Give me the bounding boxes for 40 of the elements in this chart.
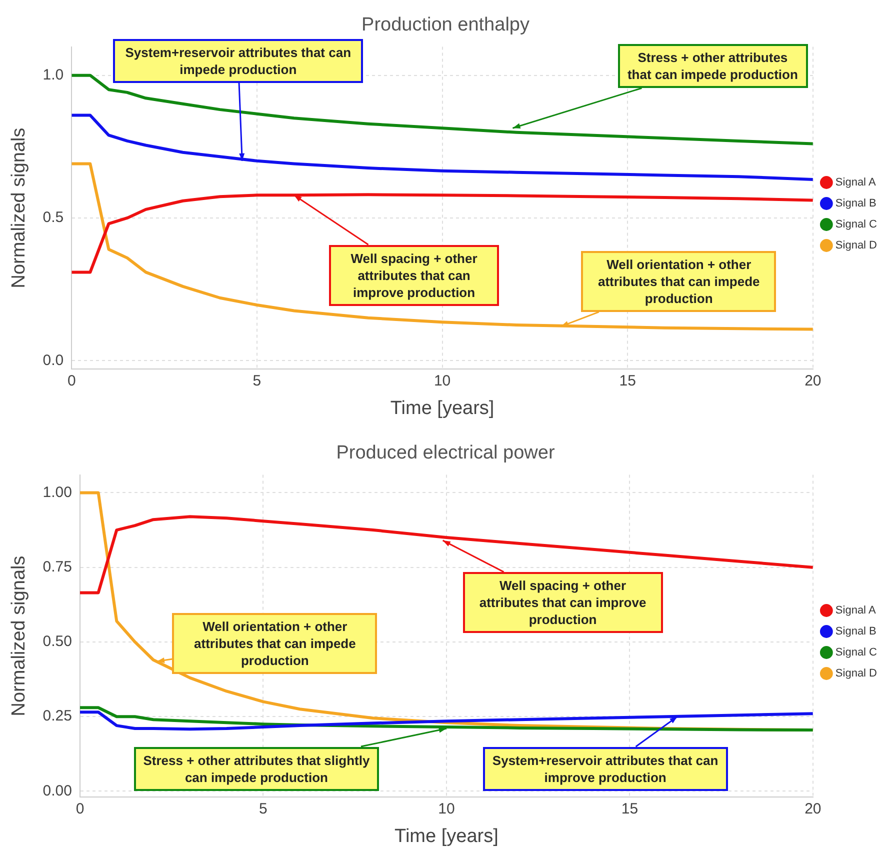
callout: Well orientation + other attributes that can impede production	[172, 612, 378, 674]
x-tick-label: 15	[619, 372, 636, 390]
callout: Stress + other attributes that can impede production	[618, 44, 808, 88]
callout: Well spacing + other attributes that can improve production	[329, 244, 500, 306]
x-tick-label: 20	[804, 372, 822, 390]
callout: System+reservoir attributes that can impede production	[113, 38, 364, 83]
x-tick-label: 5	[252, 372, 262, 390]
x-tick-label: 0	[67, 372, 76, 390]
y-tick-label: 0.25	[42, 708, 72, 725]
x-tick-label: 10	[438, 800, 455, 818]
y-axis-title: Normalized signals	[8, 556, 30, 716]
callout: Stress + other attributes that slightly can impede production	[134, 746, 379, 791]
y-tick-label: 1.00	[42, 484, 72, 501]
y-tick-label: 1.0	[42, 66, 64, 84]
x-tick-label: 10	[434, 372, 451, 390]
x-axis-title: Time [years]	[390, 398, 494, 419]
legend-label: Signal B	[835, 198, 876, 210]
callout: System+reservoir attributes that can improve production	[482, 746, 728, 791]
x-axis-title: Time [years]	[394, 826, 498, 847]
x-tick-label: 20	[804, 800, 822, 818]
legend-label: Signal D	[835, 668, 878, 680]
callout: Well orientation + other attributes that can impede production	[581, 250, 776, 312]
y-tick-label: 0.0	[42, 352, 64, 369]
x-tick-label: 0	[76, 800, 84, 818]
callout: Well spacing + other attributes that can improve production	[462, 572, 663, 633]
x-tick-label: 15	[621, 800, 638, 818]
legend-label: Signal A	[835, 176, 876, 189]
legend-label: Signal A	[835, 604, 876, 617]
y-tick-label: 0.00	[42, 782, 72, 800]
y-tick-label: 0.5	[42, 209, 64, 226]
legend-label: Signal B	[835, 626, 876, 638]
y-tick-label: 0.75	[42, 558, 72, 576]
legend-label: Signal C	[835, 218, 878, 231]
legend-label: Signal D	[835, 240, 878, 252]
y-axis-title: Normalized signals	[8, 128, 30, 288]
y-tick-label: 0.50	[42, 633, 72, 650]
chart-title: Production enthalpy	[362, 14, 530, 36]
x-tick-label: 5	[259, 800, 268, 818]
legend-label: Signal C	[835, 646, 878, 659]
chart-title: Produced electrical power	[336, 442, 556, 464]
